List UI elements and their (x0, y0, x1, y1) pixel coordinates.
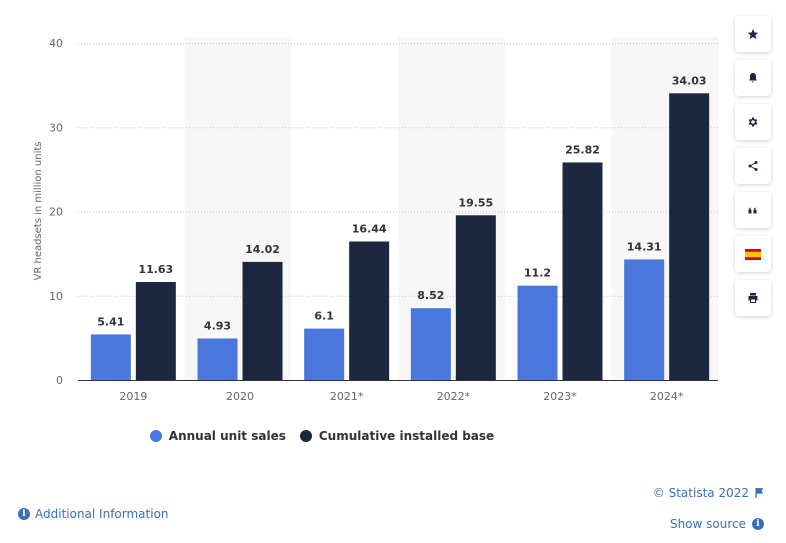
data-label: 11.2 (524, 267, 551, 280)
bars (90, 93, 710, 381)
y-tick-label: 40 (49, 37, 63, 50)
bar-annual-sales[interactable] (410, 308, 451, 380)
x-tick-label: 2023* (543, 390, 577, 403)
y-tick-label: 10 (49, 290, 63, 303)
info-icon: i (18, 508, 30, 520)
settings-button[interactable] (735, 104, 771, 140)
y-axis-label: VR headsets in million units (33, 142, 44, 281)
copyright-link[interactable]: © Statista 2022 (653, 485, 764, 501)
x-axis-ticks: 2019 2020 2021* 2022* 2023* 2024* (119, 390, 684, 403)
data-label: 25.82 (565, 143, 600, 156)
legend: Annual unit sales Cumulative installed b… (0, 426, 786, 446)
show-source-link[interactable]: Show source i (653, 516, 764, 532)
show-source-label: Show source (669, 517, 746, 531)
source-block: © Statista 2022 Show source i (653, 485, 764, 532)
x-tick-label: 2019 (119, 390, 147, 403)
x-tick-label: 2022* (437, 390, 471, 403)
data-label: 6.1 (314, 310, 334, 323)
bar-installed-base[interactable] (455, 215, 496, 380)
y-tick-label: 30 (49, 121, 63, 134)
data-label: 8.52 (417, 289, 444, 302)
info-icon: i (752, 518, 764, 530)
x-tick-label: 2020 (226, 390, 254, 403)
y-tick-label: 0 (56, 374, 63, 387)
chart-toolbar (735, 16, 771, 316)
bar-installed-base[interactable] (669, 93, 710, 381)
quote-icon (748, 207, 757, 214)
copyright-label: © Statista 2022 (652, 486, 749, 500)
legend-item-installed-base[interactable]: Cumulative installed base (299, 426, 495, 446)
star-icon (747, 29, 759, 39)
data-label: 16.44 (352, 222, 387, 235)
legend-label: Annual unit sales (168, 429, 286, 443)
flag-icon (755, 488, 764, 498)
legend-swatch-installed-base (299, 430, 312, 442)
bar-chart: 0 10 20 30 40 VR headsets in million units 5… (33, 37, 718, 403)
y-tick-label: 20 (49, 206, 63, 219)
data-label: 14.02 (245, 243, 280, 256)
bar-installed-base[interactable] (242, 261, 283, 380)
data-label: 34.03 (672, 74, 707, 87)
share-button[interactable] (735, 148, 771, 184)
y-axis-ticks: 0 10 20 30 40 (49, 37, 63, 387)
bar-installed-base[interactable] (135, 282, 176, 380)
x-tick-label: 2021* (330, 390, 364, 403)
bar-installed-base[interactable] (562, 162, 603, 380)
bar-annual-sales[interactable] (90, 334, 131, 380)
data-labels: 5.41 11.63 4.93 14.02 6.1 16.44 8.52 19.55 11.2 2… (97, 74, 706, 332)
bar-annual-sales[interactable] (517, 285, 558, 380)
legend-item-annual-sales[interactable]: Annual unit sales (149, 426, 286, 446)
language-button[interactable] (735, 236, 771, 272)
bar-installed-base[interactable] (349, 241, 390, 380)
data-label: 5.41 (97, 315, 124, 328)
cite-button[interactable] (735, 192, 771, 228)
print-icon (748, 293, 758, 303)
notification-button[interactable] (735, 60, 771, 96)
x-tick-label: 2024* (650, 390, 684, 403)
bell-icon (749, 73, 757, 83)
favorite-button[interactable] (735, 16, 771, 52)
bar-annual-sales[interactable] (624, 259, 665, 380)
additional-information-link[interactable]: i Additional Information (18, 507, 169, 521)
print-button[interactable] (735, 280, 771, 316)
data-label: 14.31 (627, 240, 662, 253)
share-icon (748, 161, 758, 171)
bar-annual-sales[interactable] (197, 338, 238, 380)
additional-information-label: Additional Information (35, 507, 169, 521)
data-label: 11.63 (138, 263, 173, 276)
bar-annual-sales[interactable] (304, 328, 345, 380)
legend-swatch-annual-sales (149, 430, 162, 442)
legend-label: Cumulative installed base (318, 429, 495, 443)
data-label: 4.93 (204, 319, 231, 332)
spain-flag-icon (745, 248, 761, 260)
gear-icon (748, 117, 758, 127)
data-label: 19.55 (458, 196, 493, 209)
